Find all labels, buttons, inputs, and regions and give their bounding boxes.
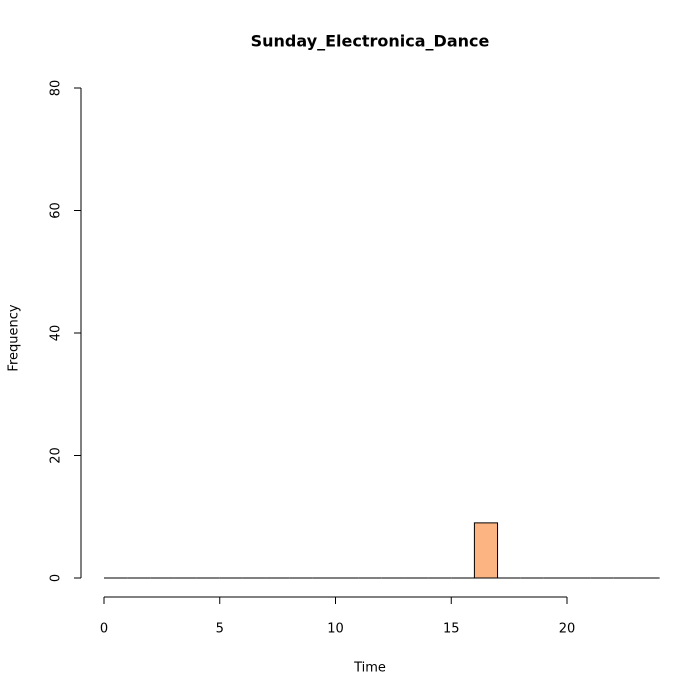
y-tick-label: 20 — [49, 447, 64, 464]
y-axis-label: Frequency — [7, 304, 22, 371]
bar — [473, 522, 499, 579]
x-tick-label: 15 — [443, 622, 460, 637]
x-tick-label: 0 — [100, 622, 108, 637]
chart-title: Sunday_Electronica_Dance — [251, 32, 490, 51]
y-tick-label: 80 — [49, 80, 64, 97]
x-tick-label: 5 — [216, 622, 224, 637]
y-tick-label: 60 — [49, 202, 64, 219]
y-tick-label: 40 — [49, 325, 64, 342]
x-tick-label: 10 — [327, 622, 344, 637]
x-tick-label: 20 — [559, 622, 576, 637]
x-axis-label: Time — [353, 661, 386, 676]
y-tick-label: 0 — [49, 574, 64, 582]
